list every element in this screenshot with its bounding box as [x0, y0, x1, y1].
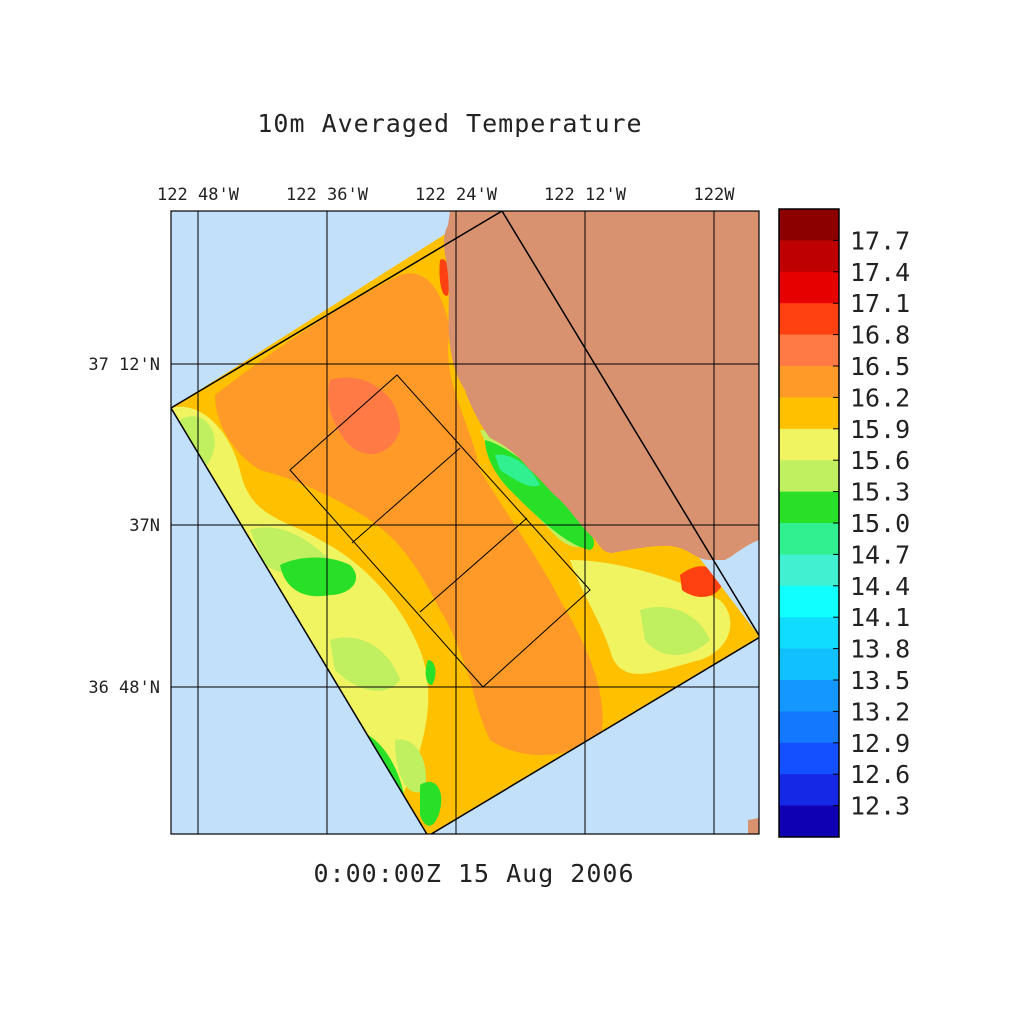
longitude-label: 122 12'W: [544, 185, 627, 205]
colorbar-segment: [779, 585, 839, 618]
timestamp: 0:00:00Z 15 Aug 2006: [313, 859, 634, 888]
colorbar: [778, 208, 840, 838]
colorbar-segment: [779, 271, 839, 304]
colorbar-label: 12.9: [850, 729, 910, 758]
colorbar-segment: [779, 805, 839, 838]
colorbar-label: 12.6: [850, 760, 910, 789]
colorbar-label: 13.2: [850, 697, 910, 726]
colorbar-segment: [779, 742, 839, 775]
colorbar-segment: [779, 680, 839, 712]
colorbar-segment: [779, 428, 839, 461]
colorbar-segment: [779, 334, 839, 367]
land-mass: [443, 211, 759, 560]
colorbar-label: 17.4: [850, 258, 910, 287]
colorbar-label: 16.8: [850, 321, 910, 350]
colorbar-label: 15.9: [850, 415, 910, 444]
colorbar-segment: [779, 617, 839, 650]
colorbar-segment: [779, 209, 839, 241]
outer-domain-outline: [171, 211, 759, 834]
colorbar-label: 17.7: [850, 226, 910, 255]
inner-divider-2: [419, 517, 528, 613]
colorbar-label: 12.3: [850, 792, 910, 821]
inner-divider-1: [351, 447, 461, 544]
longitude-label: 122 24'W: [415, 185, 498, 205]
colorbar-segment: [779, 460, 839, 493]
colorbar-segment: [779, 774, 839, 807]
latitude-label: 37N: [129, 516, 160, 536]
grid-lines: [171, 211, 759, 834]
colorbar-label: 13.5: [850, 666, 910, 695]
map-title: 10m Averaged Temperature: [257, 109, 642, 138]
colorbar-labels: 17.7 17.417.1 16.816.516.2 15.915.6 15.315.0…: [850, 226, 910, 820]
colorbar-label: 15.3: [850, 478, 910, 507]
longitude-label: 122 36'W: [286, 185, 369, 205]
colorbar-segment: [779, 397, 839, 430]
land-fragment: [748, 818, 759, 834]
colorbar-label: 13.8: [850, 635, 910, 664]
colorbar-label: 16.2: [850, 383, 910, 412]
colorbar-segment: [779, 303, 839, 336]
latitude-label: 37 12'N: [88, 355, 160, 375]
colorbar-label: 14.4: [850, 572, 910, 601]
colorbar-segment: [779, 240, 839, 273]
latitude-labels: 37 12'N 37N 36 48'N: [88, 355, 160, 698]
longitude-labels: 122 48'W 122 36'W 122 24'W 122 12'W 122W: [157, 185, 735, 205]
colorbar-segment: [779, 554, 839, 587]
colorbar-label: 15.0: [850, 509, 910, 538]
colorbar-segment: [779, 491, 839, 524]
longitude-label: 122W: [694, 185, 736, 205]
colorbar-label: 14.7: [850, 540, 910, 569]
colorbar-label: 16.5: [850, 352, 910, 381]
latitude-label: 36 48'N: [88, 678, 160, 698]
longitude-label: 122 48'W: [157, 185, 240, 205]
colorbar-label: 14.1: [850, 603, 910, 632]
inner-domain-outline: [289, 374, 591, 688]
colorbar-segment: [779, 711, 839, 744]
map-panel: [171, 211, 759, 834]
colorbar-segment: [779, 366, 839, 398]
map-frame: [170, 210, 760, 835]
colorbar-segment: [779, 523, 839, 555]
colorbar-segment: [779, 648, 839, 681]
colorbar-label: 17.1: [850, 289, 910, 318]
colorbar-label: 15.6: [850, 446, 910, 475]
